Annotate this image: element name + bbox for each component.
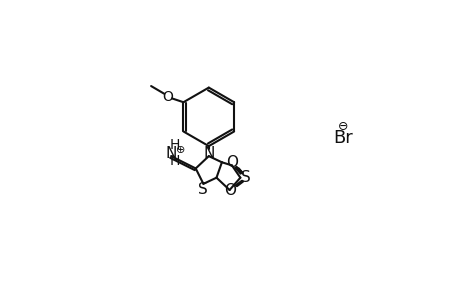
Text: S: S — [241, 170, 250, 185]
Text: ⊖: ⊖ — [337, 120, 348, 134]
Text: S: S — [197, 182, 207, 197]
Text: H: H — [169, 138, 180, 152]
Text: H: H — [169, 154, 180, 168]
Text: ⊕: ⊕ — [176, 145, 185, 155]
Text: N: N — [165, 146, 176, 160]
Text: O: O — [224, 183, 236, 198]
Text: Br: Br — [333, 129, 353, 147]
Text: O: O — [162, 90, 172, 104]
Text: N: N — [203, 146, 214, 160]
Text: O: O — [225, 155, 237, 170]
